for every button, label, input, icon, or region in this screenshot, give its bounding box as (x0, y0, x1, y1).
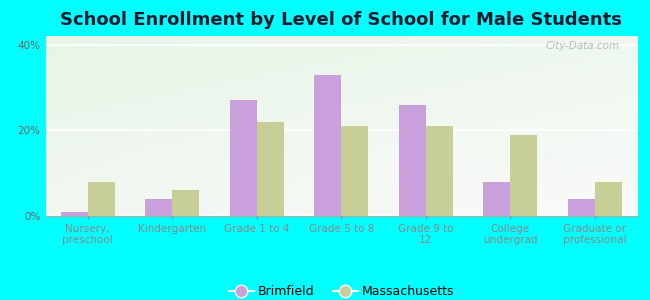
Bar (229, 100, 257, 216)
Bar (483, 182, 510, 216)
Bar (398, 105, 426, 216)
Title: School Enrollment by Level of School for Male Students: School Enrollment by Level of School for… (60, 11, 622, 29)
Bar (257, 122, 284, 216)
Bar (314, 75, 341, 216)
Bar (88, 182, 115, 216)
Bar (567, 199, 595, 216)
Bar (510, 135, 538, 216)
Bar (595, 182, 622, 216)
Bar (60, 212, 88, 216)
Bar (145, 199, 172, 216)
Legend: Brimfield, Massachusetts: Brimfield, Massachusetts (224, 280, 459, 300)
Bar (172, 190, 200, 216)
Bar (426, 126, 453, 216)
Bar (341, 126, 369, 216)
Text: City-Data.com: City-Data.com (545, 41, 619, 51)
